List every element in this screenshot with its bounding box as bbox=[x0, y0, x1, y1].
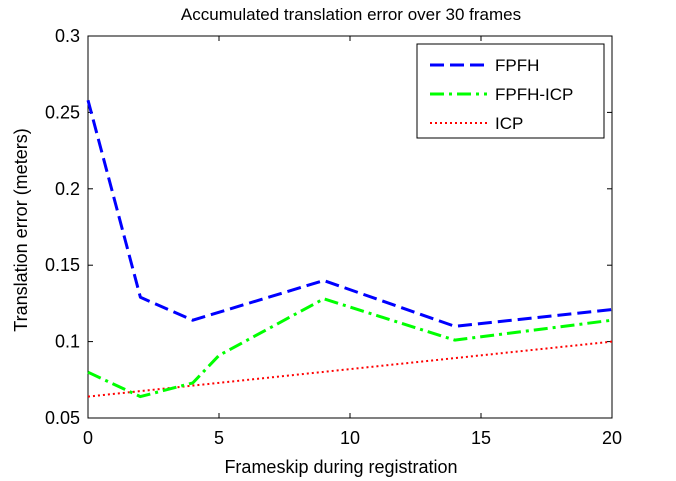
x-tick-label: 5 bbox=[214, 428, 224, 448]
y-axis: 0.05 0.1 0.15 0.2 0.25 0.3 bbox=[45, 26, 612, 428]
legend-label-icp: ICP bbox=[495, 114, 523, 133]
x-tick-label: 15 bbox=[471, 428, 491, 448]
y-tick-label: 0.1 bbox=[55, 332, 80, 352]
y-tick-label: 0.25 bbox=[45, 102, 80, 122]
x-tick-label: 0 bbox=[83, 428, 93, 448]
legend-label-fpfh: FPFH bbox=[495, 56, 539, 75]
y-tick-label: 0.15 bbox=[45, 255, 80, 275]
legend-items: FPFH FPFH-ICP ICP bbox=[430, 56, 573, 133]
y-axis-label: Translation error (meters) bbox=[11, 128, 31, 331]
x-tick-label: 10 bbox=[340, 428, 360, 448]
y-tick-label: 0.05 bbox=[45, 408, 80, 428]
chart-title: Accumulated translation error over 30 fr… bbox=[181, 5, 521, 24]
y-tick-label: 0.2 bbox=[55, 179, 80, 199]
legend-box bbox=[416, 43, 605, 139]
series-line-fpfh bbox=[86, 99, 613, 328]
legend: FPFH FPFH-ICP ICP bbox=[416, 43, 605, 139]
x-axis: 0 5 10 15 20 bbox=[83, 36, 622, 448]
series-line-fpfh-icp bbox=[87, 297, 613, 399]
series-layer bbox=[86, 99, 613, 399]
x-axis-label: Frameskip during registration bbox=[224, 457, 457, 477]
x-tick-label: 20 bbox=[602, 428, 622, 448]
legend-label-fpfh-icp: FPFH-ICP bbox=[495, 85, 573, 104]
y-tick-label: 0.3 bbox=[55, 26, 80, 46]
